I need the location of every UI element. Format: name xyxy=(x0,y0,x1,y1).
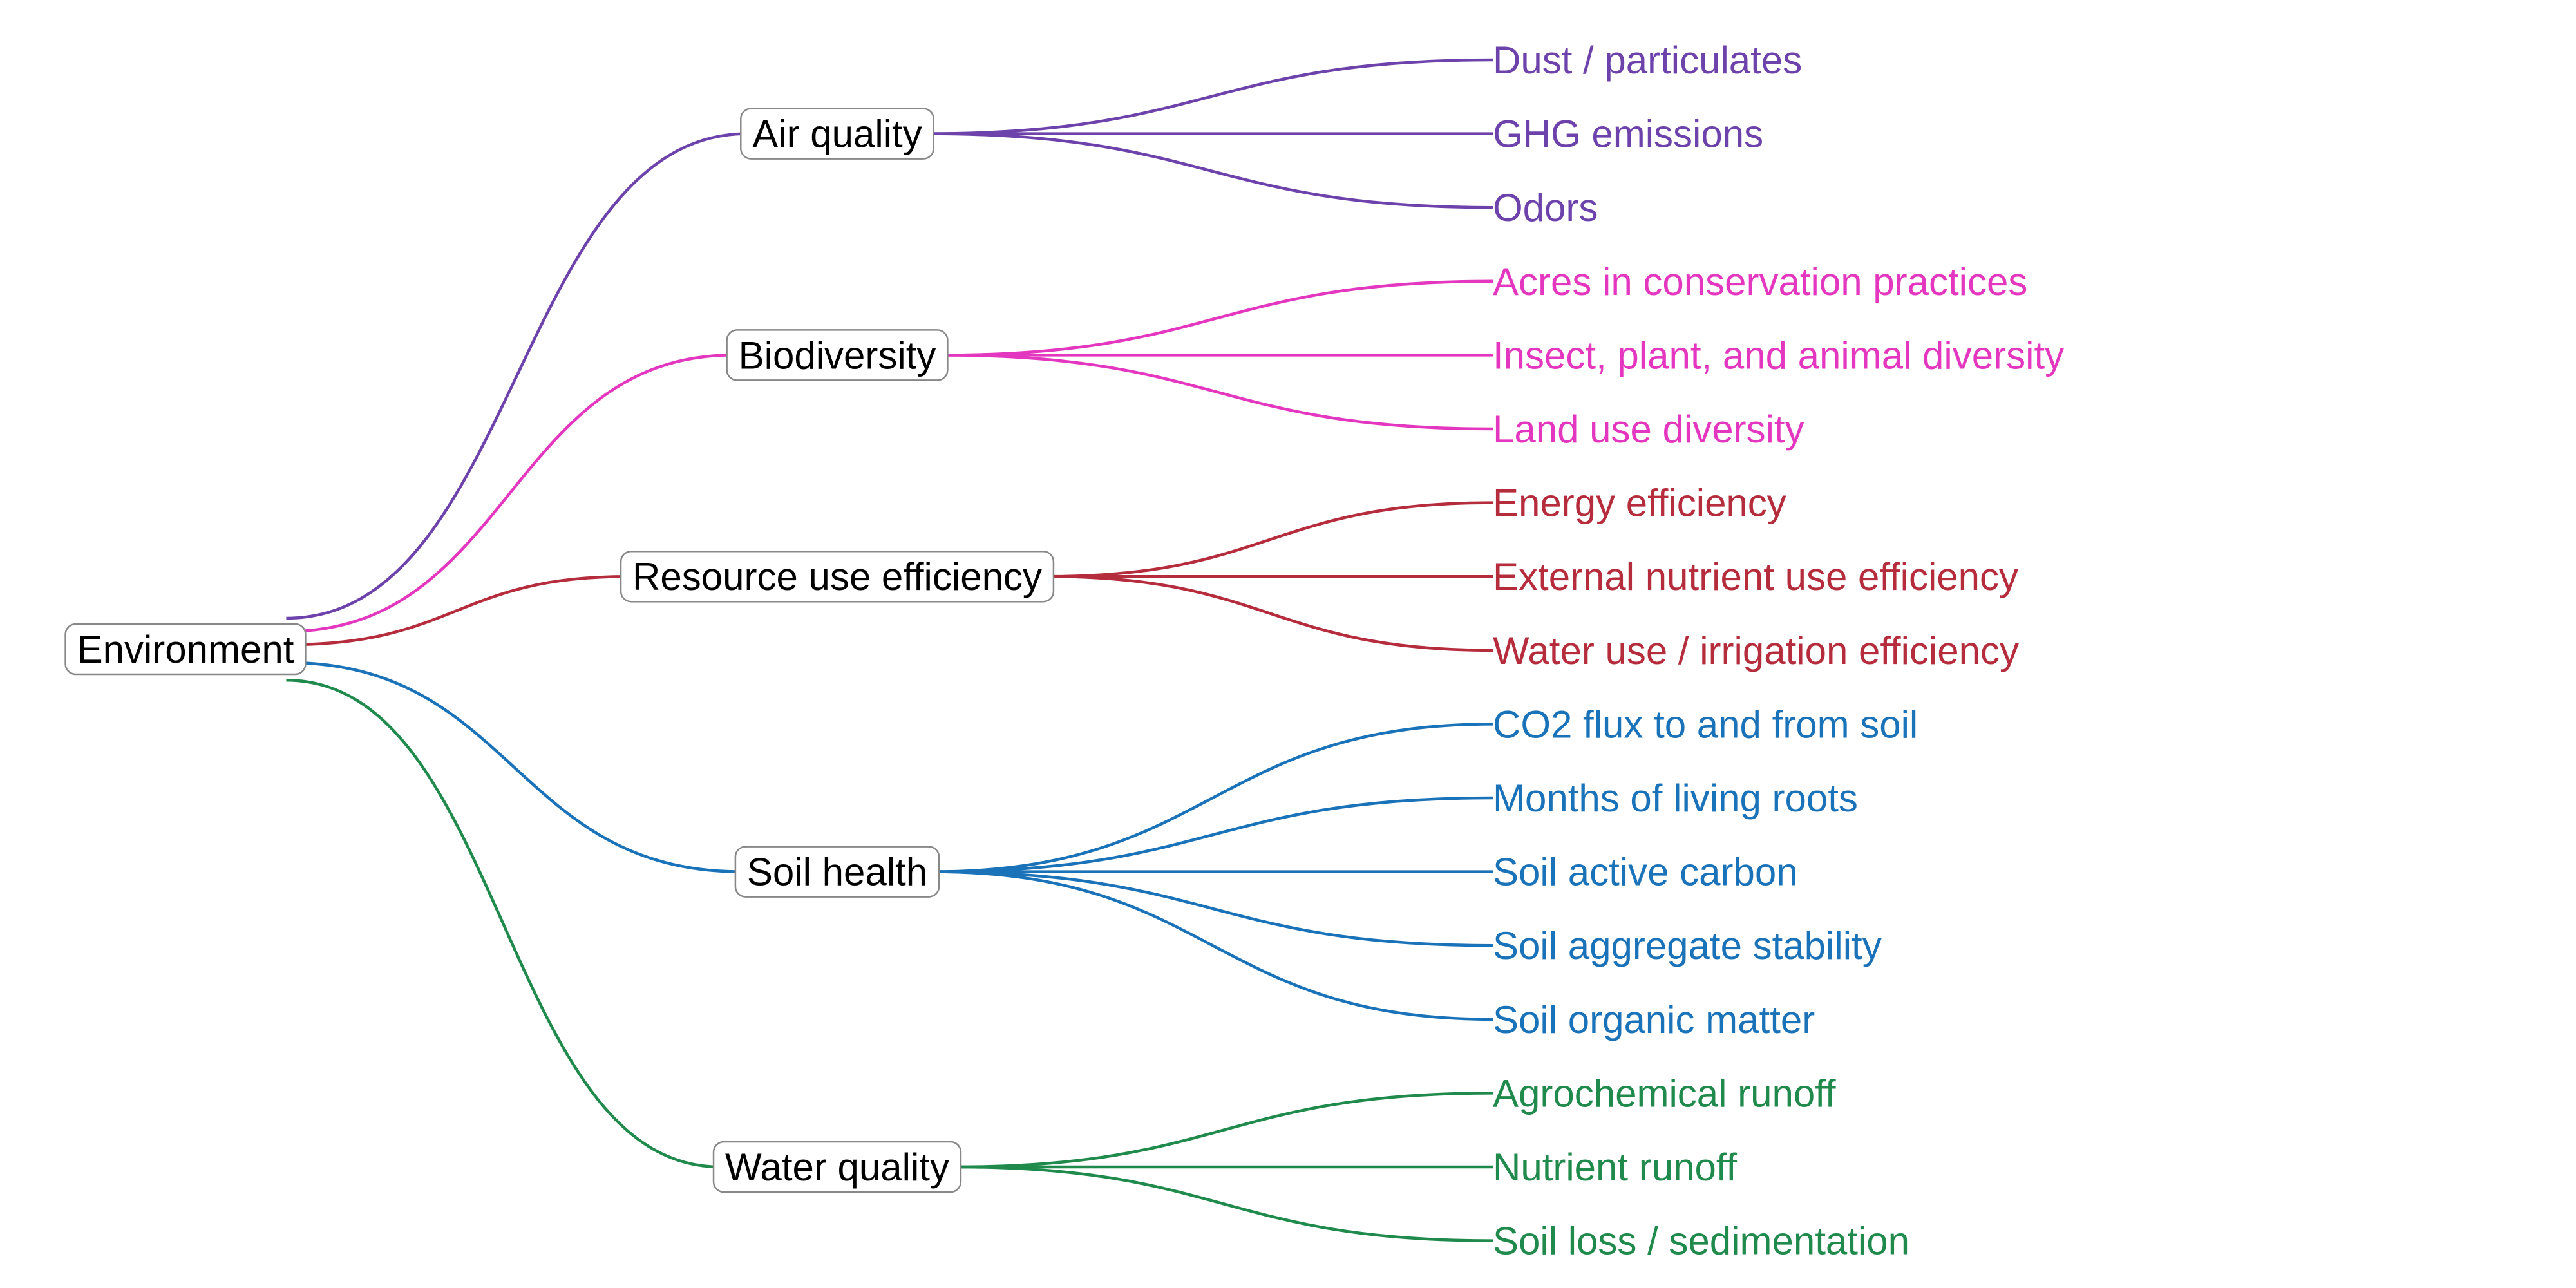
link-category-to-leaf xyxy=(941,354,1493,431)
leaf-label: Soil active carbon xyxy=(1493,851,1798,894)
leaf-label: Land use diversity xyxy=(1493,408,1804,451)
category-node-box xyxy=(740,108,934,160)
category-node-label: Soil health xyxy=(747,851,927,894)
category-node-box xyxy=(734,846,940,898)
link-category-to-leaf xyxy=(927,132,1493,209)
leaf-label: Insect, plant, and animal diversity xyxy=(1493,334,2064,377)
leaf-label: Soil loss / sedimentation xyxy=(1493,1220,1909,1263)
root-node-label: Environment xyxy=(77,628,294,671)
link-root-to-category xyxy=(286,574,628,647)
link-category-to-leaf xyxy=(1046,501,1493,578)
link-category-to-leaf xyxy=(933,723,1493,873)
leaf-label: Odors xyxy=(1493,186,1598,229)
leaf-label: CO2 flux to and from soil xyxy=(1493,703,1918,746)
category-node-label: Resource use efficiency xyxy=(632,555,1042,598)
category-node: Air quality xyxy=(740,108,934,160)
link-category-to-leaf xyxy=(927,58,1493,135)
link-category-to-leaf xyxy=(941,279,1493,357)
category-node-box xyxy=(712,1141,962,1193)
root-node: Environment xyxy=(64,623,307,676)
link-root-to-category xyxy=(286,354,734,633)
category-node: Resource use efficiency xyxy=(620,550,1055,603)
leaf-label: Dust / particulates xyxy=(1493,39,1802,82)
category-node: Soil health xyxy=(734,846,940,898)
root-node-box xyxy=(64,623,307,676)
leaf-label: Months of living roots xyxy=(1493,777,1858,820)
link-category-to-leaf xyxy=(954,1165,1493,1242)
category-node: Water quality xyxy=(712,1141,962,1193)
leaf-label: External nutrient use efficiency xyxy=(1493,555,2018,598)
link-root-to-category xyxy=(286,661,742,873)
link-root-to-category xyxy=(286,678,721,1169)
leaf-label: Water use / irrigation efficiency xyxy=(1493,629,2019,672)
category-node-label: Air quality xyxy=(752,113,922,156)
link-category-to-leaf xyxy=(933,870,1493,947)
link-category-to-leaf xyxy=(1046,574,1493,652)
link-category-to-leaf xyxy=(933,796,1493,873)
category-node: Biodiversity xyxy=(726,329,949,381)
link-category-to-leaf xyxy=(954,1092,1493,1169)
category-node-box xyxy=(726,329,949,381)
link-root-to-category xyxy=(286,132,748,620)
leaf-label: Soil aggregate stability xyxy=(1493,924,1882,967)
leaf-label: GHG emissions xyxy=(1493,113,1763,156)
leaf-label: Soil organic matter xyxy=(1493,998,1815,1041)
leaf-label: Acres in conservation practices xyxy=(1493,260,2027,303)
link-category-to-leaf xyxy=(933,870,1493,1021)
leaf-label: Agrochemical runoff xyxy=(1493,1072,1836,1115)
category-node-label: Biodiversity xyxy=(739,334,936,377)
leaf-label: Energy efficiency xyxy=(1493,482,1786,525)
leaf-label: Nutrient runoff xyxy=(1493,1146,1737,1189)
links xyxy=(286,58,1493,1242)
category-node-label: Water quality xyxy=(725,1146,949,1189)
category-node-box xyxy=(620,550,1055,603)
nodes: Dust / particulates GHG emissions Odors Air… xyxy=(64,39,2064,1263)
